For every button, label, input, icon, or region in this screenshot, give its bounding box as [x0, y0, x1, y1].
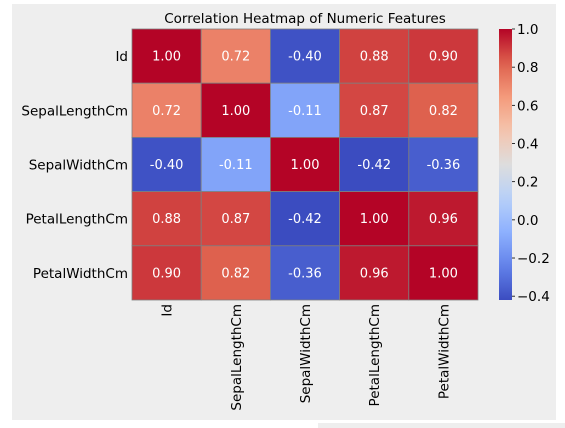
heatmap-cell: [408, 191, 479, 247]
heatmap-cell-label: 1.00: [429, 266, 458, 281]
heatmap-cell: [200, 245, 271, 301]
heatmap-row-labels: Id SepalLengthCm SepalWidthCm PetalLengthCm…: [21, 49, 128, 282]
heatmap-cell: [408, 82, 479, 138]
heatmap-cell: [339, 245, 410, 301]
row-label: PetalWidthCm: [33, 266, 128, 282]
heatmap-cell-label: 0.96: [429, 212, 458, 227]
heatmap-cell-label: 0.82: [221, 266, 250, 281]
heatmap-cell: [200, 136, 271, 192]
heatmap-cell: [339, 136, 410, 192]
heatmap-cell-label: 0.87: [221, 212, 250, 227]
heatmap-cell: [200, 191, 271, 247]
heatmap-cell-label: 0.72: [152, 104, 181, 119]
colorbar-tick-label: 1.0: [517, 22, 538, 38]
heatmap-cell: [269, 136, 340, 192]
colorbar-tick-label: −0.2: [517, 251, 550, 267]
figure-bottom-strip: [318, 423, 565, 428]
heatmap-cell-label: -0.40: [150, 158, 184, 173]
heatmap-cell: [131, 245, 202, 301]
heatmap-cell-label: 0.90: [429, 50, 458, 65]
row-label: SepalLengthCm: [21, 103, 128, 119]
heatmap-cell: [200, 28, 271, 84]
colorbar-tick-label: 0.2: [517, 175, 538, 191]
row-label: SepalWidthCm: [29, 158, 128, 174]
colorbar-ticks: 1.0 0.8 0.6 0.4 0.2 0.0 −0.2 −0.4: [512, 22, 550, 305]
colorbar: [499, 29, 512, 300]
heatmap-cell: [269, 82, 340, 138]
heatmap-cell: [408, 245, 479, 301]
heatmap-cell-label: 0.87: [360, 104, 389, 119]
heatmap-cell: [269, 245, 340, 301]
heatmap-cell: [269, 191, 340, 247]
column-label: Id: [160, 304, 176, 317]
column-label: SepalWidthCm: [298, 304, 314, 403]
heatmap-cell-label: 0.88: [360, 50, 389, 65]
heatmap-cell: [269, 28, 340, 84]
heatmap-cell: [339, 191, 410, 247]
heatmap-cell-label: 0.96: [360, 266, 389, 281]
colorbar-tick-label: −0.4: [517, 289, 550, 305]
heatmap-cell: [131, 191, 202, 247]
row-label: Id: [115, 49, 128, 65]
heatmap-cell-label: -0.36: [288, 266, 322, 281]
heatmap-cell-label: 0.88: [152, 212, 181, 227]
colorbar-tick-label: 0.0: [517, 213, 538, 229]
heatmap-cell: [131, 28, 202, 84]
heatmap-cell-label: 0.90: [152, 266, 181, 281]
colorbar-tick-label: 0.8: [517, 60, 538, 76]
colorbar-tick-label: 0.6: [517, 98, 538, 114]
heatmap-cell-label: -0.42: [357, 158, 391, 173]
heatmap-cells: [131, 28, 479, 301]
heatmap-cell-label: 1.00: [221, 104, 250, 119]
heatmap-col-labels: Id SepalLengthCm SepalWidthCm PetalLengthCm…: [160, 304, 453, 411]
colorbar-tick-label: 0.4: [517, 137, 538, 153]
chart-title: Correlation Heatmap of Numeric Features: [164, 11, 446, 27]
column-label: PetalWidthCm: [436, 304, 452, 399]
heatmap-cell-label: 1.00: [152, 50, 181, 65]
column-label: PetalLengthCm: [367, 304, 383, 406]
heatmap-cell-label: -0.11: [288, 104, 322, 119]
heatmap-cell: [339, 82, 410, 138]
heatmap-cell-label: -0.42: [288, 212, 322, 227]
heatmap-cell-label: 0.72: [221, 50, 250, 65]
heatmap-cell-label: -0.11: [219, 158, 253, 173]
column-label: SepalLengthCm: [229, 304, 245, 411]
heatmap-cell: [408, 136, 479, 192]
heatmap-cell-label: -0.40: [288, 50, 322, 65]
heatmap-cell-label: 1.00: [360, 212, 389, 227]
heatmap-cell-label: 0.82: [429, 104, 458, 119]
heatmap-cell-label: -0.36: [427, 158, 461, 173]
heatmap-cell-labels: 1.00 0.72 -0.40 0.88 0.90 0.72 1.00 -0.11 0.87 0.…: [150, 50, 460, 282]
heatmap-cell: [200, 82, 271, 138]
row-label: PetalLengthCm: [26, 212, 128, 228]
heatmap-cell-label: 1.00: [291, 158, 320, 173]
